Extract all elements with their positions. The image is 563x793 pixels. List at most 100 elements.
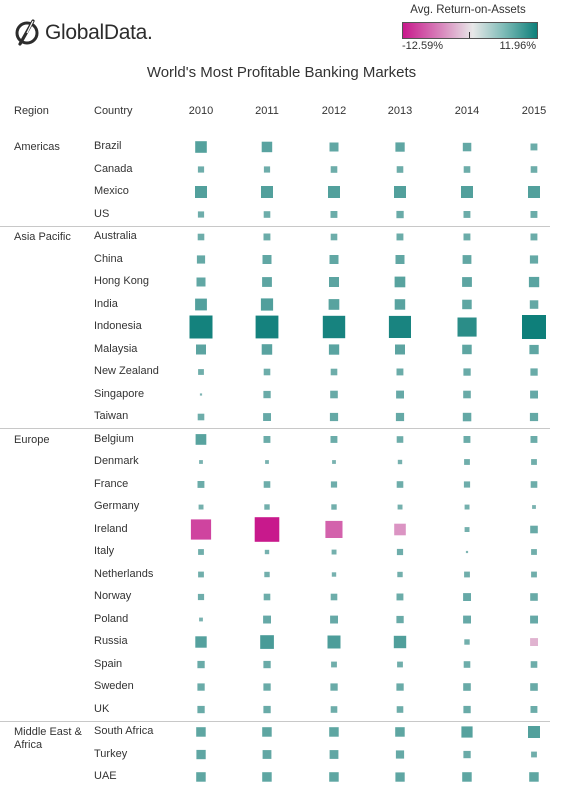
roa-mark-norway-2010[interactable]	[197, 593, 205, 601]
roa-mark-china-2014[interactable]	[462, 255, 472, 264]
roa-mark-turkey-2012[interactable]	[329, 750, 339, 759]
roa-mark-france-2011[interactable]	[263, 481, 271, 488]
roa-mark-netherlands-2014[interactable]	[464, 571, 470, 578]
roa-mark-brazil-2011[interactable]	[261, 141, 273, 153]
roa-mark-germany-2015[interactable]	[532, 505, 536, 509]
roa-mark-italy-2011[interactable]	[264, 549, 270, 555]
roa-mark-new-zealand-2010[interactable]	[198, 369, 204, 375]
roa-mark-denmark-2014[interactable]	[464, 459, 470, 465]
roa-mark-brazil-2015[interactable]	[530, 143, 538, 151]
roa-mark-poland-2011[interactable]	[263, 615, 271, 624]
roa-mark-indonesia-2014[interactable]	[457, 317, 477, 337]
roa-mark-india-2014[interactable]	[462, 299, 472, 310]
roa-mark-norway-2011[interactable]	[263, 593, 271, 601]
roa-mark-poland-2015[interactable]	[530, 615, 538, 624]
roa-mark-taiwan-2010[interactable]	[197, 413, 205, 421]
roa-mark-denmark-2012[interactable]	[332, 460, 336, 464]
roa-mark-brazil-2010[interactable]	[195, 141, 207, 153]
roa-mark-uk-2014[interactable]	[463, 705, 471, 714]
roa-mark-denmark-2015[interactable]	[531, 459, 537, 465]
roa-mark-taiwan-2011[interactable]	[263, 413, 271, 421]
roa-mark-russia-2015[interactable]	[530, 638, 538, 646]
roa-mark-hong-kong-2010[interactable]	[196, 277, 206, 287]
roa-mark-turkey-2014[interactable]	[463, 750, 471, 759]
roa-mark-netherlands-2011[interactable]	[264, 571, 270, 578]
roa-mark-new-zealand-2014[interactable]	[463, 368, 471, 376]
roa-mark-canada-2011[interactable]	[263, 166, 271, 173]
roa-mark-singapore-2015[interactable]	[530, 390, 538, 399]
roa-mark-belgium-2011[interactable]	[263, 436, 271, 443]
roa-mark-italy-2015[interactable]	[531, 549, 537, 555]
roa-mark-uae-2011[interactable]	[262, 772, 272, 782]
roa-mark-ireland-2012[interactable]	[325, 520, 343, 538]
roa-mark-russia-2013[interactable]	[393, 635, 407, 649]
roa-mark-malaysia-2011[interactable]	[261, 344, 273, 355]
roa-mark-china-2013[interactable]	[395, 255, 405, 264]
roa-mark-belgium-2012[interactable]	[330, 436, 338, 443]
roa-mark-france-2012[interactable]	[330, 481, 338, 488]
roa-mark-us-2012[interactable]	[330, 211, 338, 218]
roa-mark-india-2011[interactable]	[260, 298, 274, 311]
roa-mark-belgium-2013[interactable]	[396, 436, 404, 443]
roa-mark-indonesia-2011[interactable]	[255, 315, 279, 339]
roa-mark-russia-2012[interactable]	[327, 635, 341, 649]
roa-mark-new-zealand-2015[interactable]	[530, 368, 538, 376]
roa-mark-mexico-2014[interactable]	[461, 186, 473, 198]
roa-mark-germany-2014[interactable]	[464, 504, 470, 510]
roa-mark-belgium-2014[interactable]	[463, 436, 471, 443]
roa-mark-mexico-2013[interactable]	[394, 186, 406, 198]
roa-mark-turkey-2015[interactable]	[531, 751, 537, 758]
roa-mark-poland-2014[interactable]	[463, 615, 471, 624]
roa-mark-poland-2010[interactable]	[199, 617, 203, 622]
roa-mark-taiwan-2014[interactable]	[462, 412, 472, 422]
roa-mark-singapore-2012[interactable]	[330, 390, 338, 399]
roa-mark-china-2012[interactable]	[329, 255, 339, 264]
roa-mark-uae-2010[interactable]	[196, 772, 206, 782]
roa-mark-us-2015[interactable]	[530, 211, 538, 218]
roa-mark-germany-2013[interactable]	[397, 504, 403, 510]
roa-mark-malaysia-2012[interactable]	[328, 344, 340, 355]
roa-mark-france-2015[interactable]	[530, 481, 538, 488]
roa-mark-uae-2015[interactable]	[529, 772, 539, 782]
roa-mark-mexico-2011[interactable]	[261, 186, 273, 198]
roa-mark-indonesia-2012[interactable]	[322, 315, 346, 339]
roa-mark-spain-2014[interactable]	[463, 661, 471, 668]
roa-mark-australia-2011[interactable]	[263, 233, 271, 241]
roa-mark-germany-2011[interactable]	[264, 504, 270, 510]
roa-mark-china-2015[interactable]	[529, 255, 539, 264]
roa-mark-ireland-2011[interactable]	[254, 517, 280, 542]
roa-mark-denmark-2013[interactable]	[397, 459, 403, 465]
roa-mark-india-2013[interactable]	[394, 299, 406, 310]
roa-mark-mexico-2015[interactable]	[528, 186, 540, 198]
roa-mark-singapore-2011[interactable]	[263, 390, 271, 399]
roa-mark-sweden-2010[interactable]	[197, 683, 205, 691]
roa-mark-sweden-2015[interactable]	[530, 683, 538, 691]
roa-mark-china-2010[interactable]	[196, 255, 206, 264]
roa-mark-india-2015[interactable]	[529, 300, 539, 309]
roa-mark-spain-2010[interactable]	[197, 660, 205, 669]
roa-mark-uae-2014[interactable]	[462, 772, 472, 782]
roa-mark-hong-kong-2011[interactable]	[262, 277, 272, 287]
roa-mark-india-2010[interactable]	[195, 298, 207, 311]
roa-mark-sweden-2014[interactable]	[463, 683, 471, 691]
roa-mark-brazil-2014[interactable]	[462, 142, 472, 152]
roa-mark-canada-2014[interactable]	[463, 166, 471, 173]
roa-mark-uk-2015[interactable]	[530, 706, 538, 713]
roa-mark-norway-2014[interactable]	[463, 593, 471, 601]
roa-mark-mexico-2012[interactable]	[328, 186, 340, 198]
roa-mark-canada-2013[interactable]	[396, 166, 404, 173]
roa-mark-brazil-2013[interactable]	[395, 142, 405, 152]
roa-mark-germany-2010[interactable]	[198, 504, 204, 510]
roa-mark-hong-kong-2015[interactable]	[528, 276, 540, 288]
roa-mark-malaysia-2014[interactable]	[462, 344, 472, 355]
roa-mark-turkey-2010[interactable]	[196, 749, 206, 760]
roa-mark-uae-2012[interactable]	[329, 772, 339, 782]
roa-mark-canada-2012[interactable]	[330, 166, 338, 173]
roa-mark-malaysia-2015[interactable]	[529, 344, 539, 355]
roa-mark-china-2011[interactable]	[262, 255, 272, 264]
roa-mark-italy-2010[interactable]	[198, 549, 204, 555]
roa-mark-singapore-2014[interactable]	[463, 390, 471, 399]
roa-mark-hong-kong-2014[interactable]	[462, 277, 472, 287]
roa-mark-spain-2013[interactable]	[397, 661, 403, 668]
roa-mark-ireland-2015[interactable]	[530, 525, 538, 534]
